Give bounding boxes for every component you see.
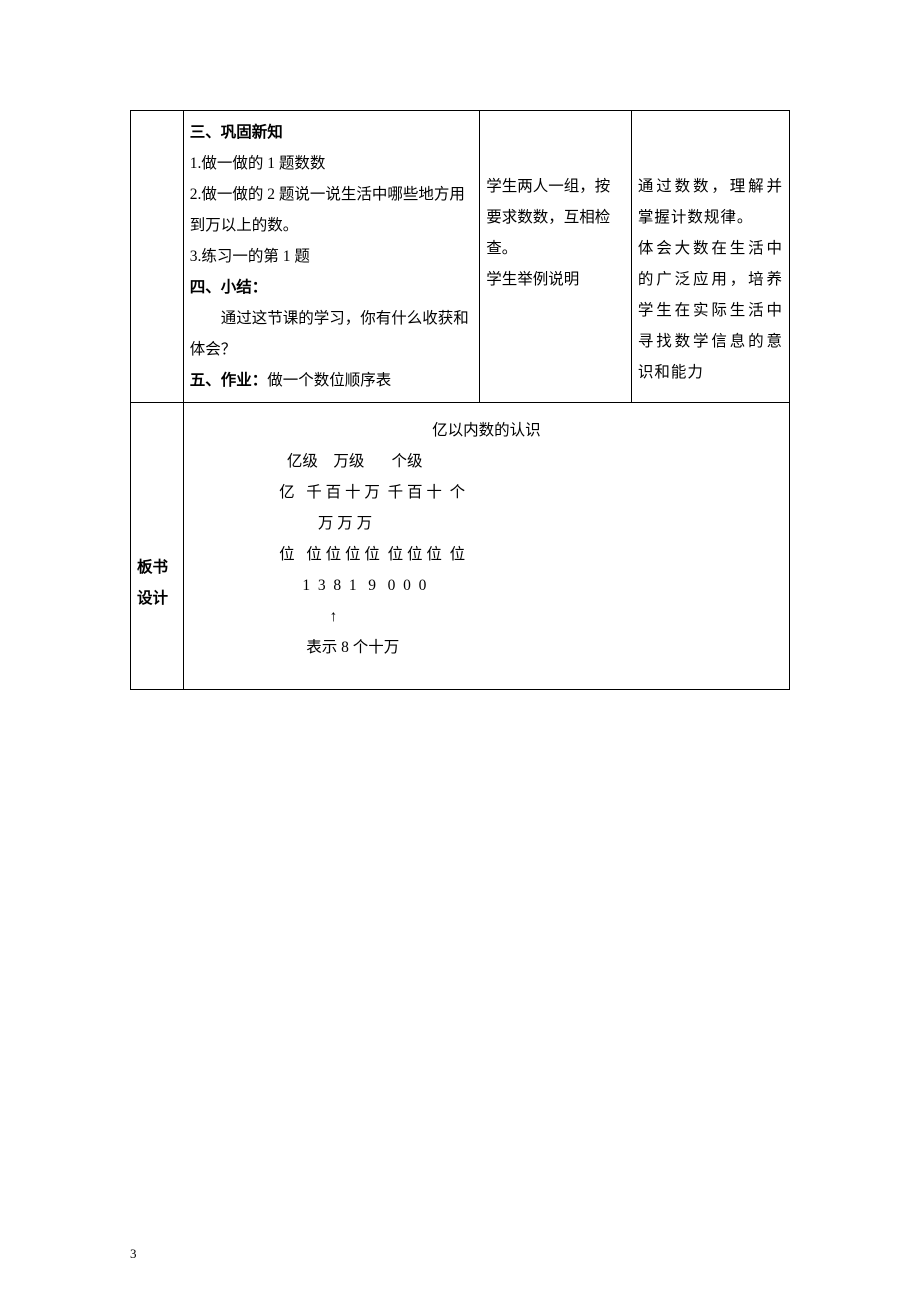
table-row: 三、巩固新知 1.做一做的 1 题数数 2.做一做的 2 题说一说生活中哪些地方… [131, 111, 790, 403]
lesson-table: 三、巩固新知 1.做一做的 1 题数数 2.做一做的 2 题说一说生活中哪些地方… [130, 110, 790, 690]
board-line: 亿 千 百 十 万 千 百 十 个 [198, 477, 775, 508]
board-title: 亿以内数的认识 [198, 415, 775, 446]
board-design: 亿以内数的认识 亿级 万级 个级 亿 千 百 十 万 千 百 十 个 万 万 万… [190, 409, 783, 683]
text-block: 学生两人一组，按要求数数，互相检查。 [486, 171, 625, 264]
board-line: 位 位 位 位 位 位 位 位 位 [198, 539, 775, 570]
cell-board-label: 板书 设计 [131, 403, 184, 690]
text-block: 体会大数在生活中的广泛应用，培养学生在实际生活中寻找数学信息的意识和能力 [638, 233, 783, 388]
page-number: 3 [130, 1246, 137, 1262]
heading-4: 四、小结： [190, 272, 474, 303]
board-line: 亿级 万级 个级 [198, 446, 775, 477]
cell-intent: 通过数数，理解并掌握计数规律。 体会大数在生活中的广泛应用，培养学生在实际生活中… [631, 111, 789, 403]
text-block: 学生举例说明 [486, 264, 625, 295]
text-line: 3.练习一的第 1 题 [190, 241, 474, 272]
text-line: 1.做一做的 1 题数数 [190, 148, 474, 179]
board-line: 万 万 万 [198, 508, 775, 539]
board-line: ↑ [198, 601, 775, 632]
table-row: 板书 设计 亿以内数的认识 亿级 万级 个级 亿 千 百 十 万 千 百 十 个… [131, 403, 790, 690]
text-line: 五、作业：做一个数位顺序表 [190, 365, 474, 396]
cell-board-content: 亿以内数的认识 亿级 万级 个级 亿 千 百 十 万 千 百 十 个 万 万 万… [183, 403, 789, 690]
text-line: 通过这节课的学习，你有什么收获和体会？ [190, 303, 474, 365]
text-line: 2.做一做的 2 题说一说生活中哪些地方用到万以上的数。 [190, 179, 474, 241]
cell-empty [131, 111, 184, 403]
cell-teaching: 三、巩固新知 1.做一做的 1 题数数 2.做一做的 2 题说一说生活中哪些地方… [183, 111, 480, 403]
board-line: 1 3 8 1 9 0 0 0 [198, 570, 775, 601]
board-line: 表示 8 个十万 [198, 632, 775, 663]
heading-3: 三、巩固新知 [190, 117, 474, 148]
cell-student: 学生两人一组，按要求数数，互相检查。 学生举例说明 [480, 111, 632, 403]
text-block: 通过数数，理解并掌握计数规律。 [638, 171, 783, 233]
label-line: 设计 [137, 583, 177, 614]
label-line: 板书 [137, 552, 177, 583]
